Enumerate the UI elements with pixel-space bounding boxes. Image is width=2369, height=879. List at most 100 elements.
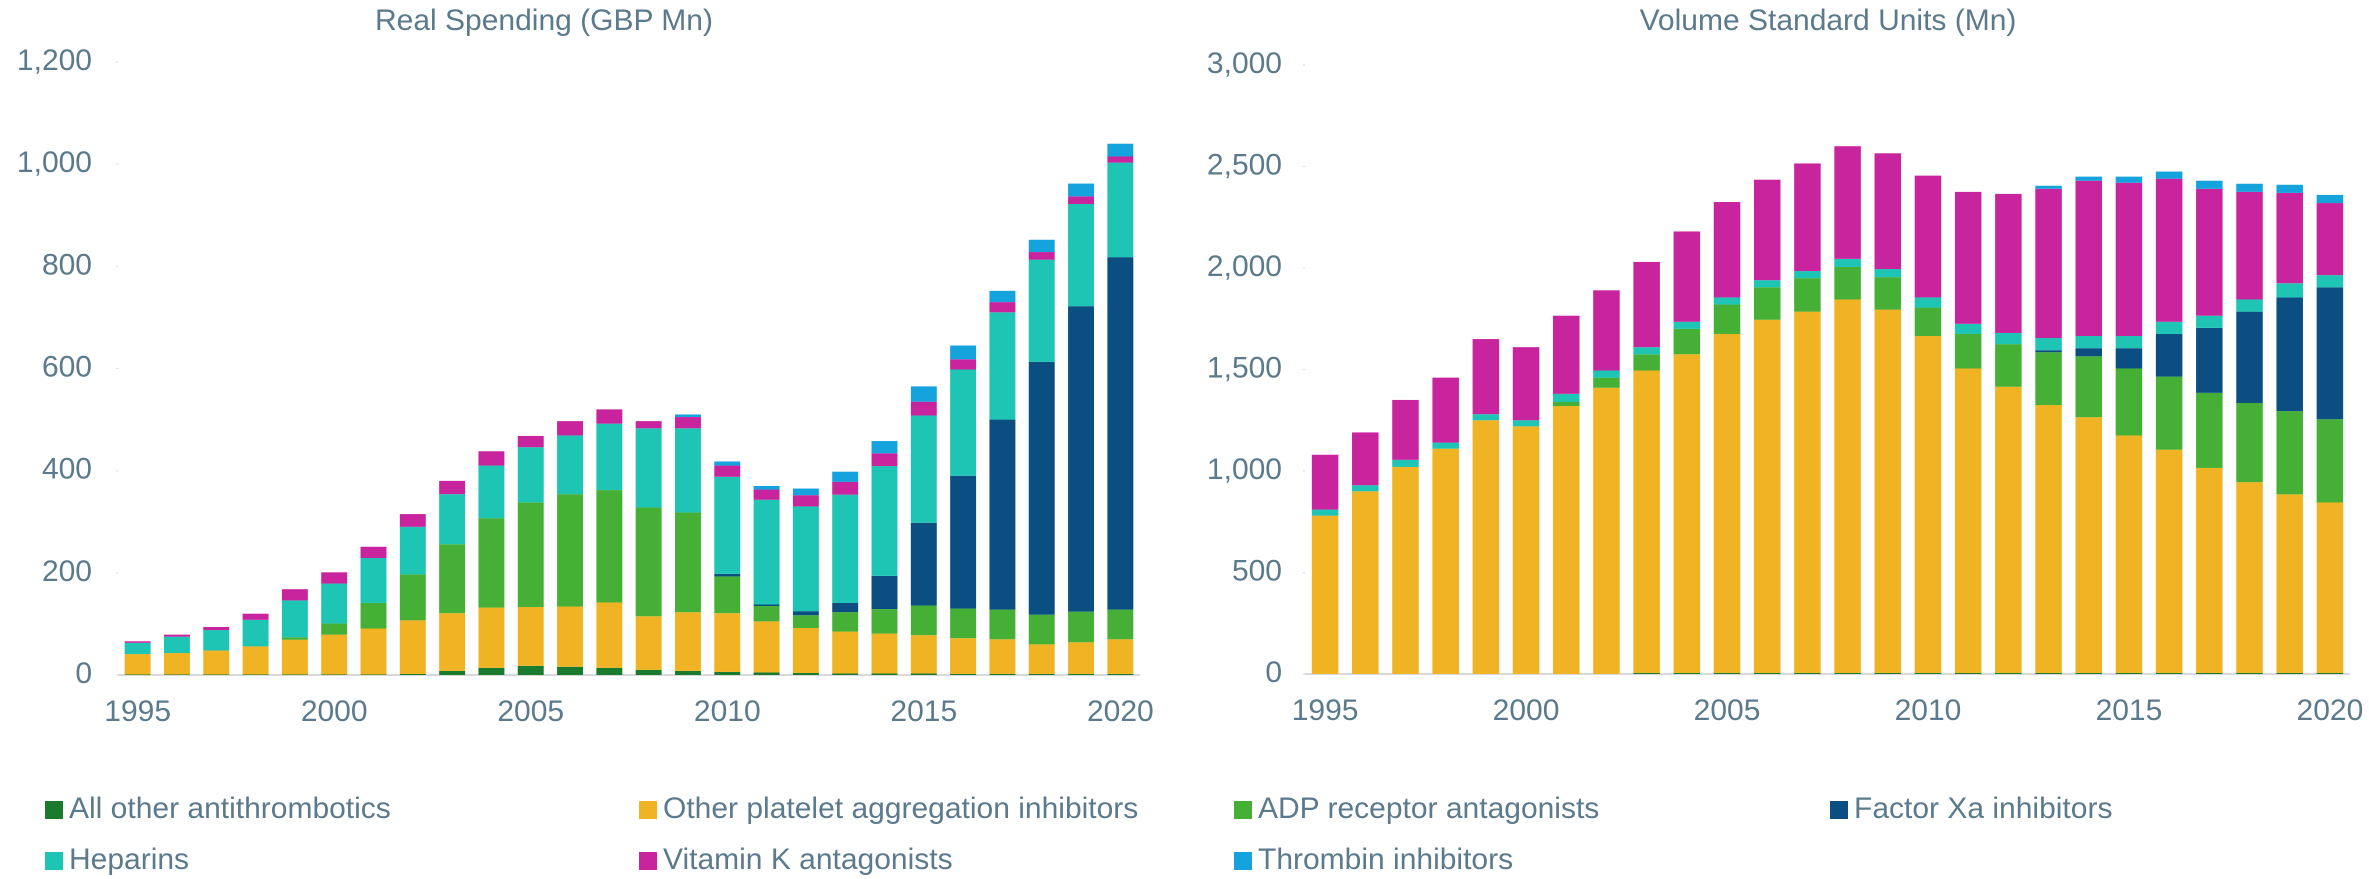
bar-segment xyxy=(1794,278,1821,312)
bar-segment xyxy=(2316,419,2344,503)
bar-segment xyxy=(1874,672,1902,674)
bar-segment xyxy=(1914,336,1942,673)
bar-segment xyxy=(1914,307,1942,337)
bar-segment xyxy=(2236,482,2263,673)
y-tick-label: 0 xyxy=(1265,656,1282,689)
y-tick-label: 1,500 xyxy=(1207,351,1282,384)
y-tick-label: 0 xyxy=(75,657,92,690)
bar-segment xyxy=(1633,261,1660,348)
bar-segment xyxy=(557,606,584,667)
bar-segment xyxy=(1472,339,1500,415)
bar-segment xyxy=(950,369,977,476)
bar-segment xyxy=(2316,275,2344,288)
bar-segment xyxy=(281,639,308,675)
y-tick-label: 2,500 xyxy=(1207,148,1282,181)
bar-segment xyxy=(714,465,741,477)
bar-segment xyxy=(674,670,701,675)
bar-segment xyxy=(1593,387,1620,674)
bar-segment xyxy=(989,419,1016,610)
bar-segment xyxy=(1068,642,1095,674)
bar-segment xyxy=(1753,319,1781,673)
bar-segment xyxy=(2155,171,2183,179)
bar-segment xyxy=(832,602,859,613)
bar-segment xyxy=(596,602,623,668)
legend-swatch xyxy=(639,852,657,870)
bar-segment xyxy=(871,673,898,675)
bar-segment xyxy=(910,635,937,674)
bar-segment xyxy=(1028,259,1055,362)
x-tick-label: 2020 xyxy=(1087,695,1154,728)
legend-label: ADP receptor antagonists xyxy=(1258,792,1599,825)
bar-segment xyxy=(124,642,151,655)
bar-segment xyxy=(1107,162,1134,258)
bar-segment xyxy=(1352,485,1379,492)
bar-segment xyxy=(1552,315,1580,394)
bar-segment xyxy=(1753,179,1781,281)
bar-segment xyxy=(321,572,348,584)
legend-swatch xyxy=(1234,801,1252,819)
bar-segment xyxy=(2155,321,2183,334)
y-tick-label: 1,000 xyxy=(17,146,92,179)
legend-swatch xyxy=(1830,801,1848,819)
bar-segment xyxy=(792,628,819,673)
bar-segment xyxy=(163,674,190,675)
bar-segment xyxy=(1753,287,1781,320)
bar-segment xyxy=(950,345,977,360)
y-tick-label: 400 xyxy=(42,453,92,486)
bar-segment xyxy=(1633,370,1660,673)
bar-segment xyxy=(2075,348,2103,357)
bar-segment xyxy=(2035,185,2062,189)
bar-segment xyxy=(910,522,937,606)
bar-segment xyxy=(596,423,623,491)
y-tick-label: 500 xyxy=(1232,554,1282,587)
bar-segment xyxy=(871,441,898,454)
bar-segment xyxy=(1713,304,1741,334)
y-tick-label: 1,000 xyxy=(1207,453,1282,486)
bar-segment xyxy=(2155,333,2183,377)
bar-segment xyxy=(1552,393,1580,402)
bar-segment xyxy=(989,312,1016,420)
bar-segment xyxy=(1633,347,1660,355)
bar-segment xyxy=(281,600,308,638)
bar-segment xyxy=(557,421,584,436)
bar-segment xyxy=(1392,399,1419,460)
bar-segment xyxy=(2316,203,2344,276)
bar-segment xyxy=(478,518,505,608)
bar-segment xyxy=(203,630,230,651)
x-tick-label: 2005 xyxy=(497,695,564,728)
legend-swatch xyxy=(1234,852,1252,870)
bar-segment xyxy=(2115,435,2143,673)
bar-segment xyxy=(792,611,819,616)
bar-segment xyxy=(910,673,937,675)
x-tick-label: 2005 xyxy=(1694,694,1761,727)
bar-segment xyxy=(1995,386,2022,673)
bar-segment xyxy=(1107,609,1134,640)
bar-segment xyxy=(2035,672,2062,674)
bar-segment xyxy=(1713,672,1741,674)
bar-segment xyxy=(360,546,387,559)
bar-segment xyxy=(517,435,544,448)
bar-segment xyxy=(399,526,426,575)
y-tick-label: 3,000 xyxy=(1207,47,1282,80)
bar-segment xyxy=(1834,146,1861,259)
bar-segment xyxy=(1954,191,1982,324)
bar-segment xyxy=(871,466,898,576)
bar-segment xyxy=(714,613,741,672)
bar-segment xyxy=(1713,333,1741,673)
bar-segment xyxy=(950,608,977,639)
bar-segment xyxy=(1995,332,2022,345)
bar-segment xyxy=(1794,163,1821,272)
bar-segment xyxy=(1834,299,1861,673)
bar-segment xyxy=(1028,614,1055,645)
bar-segment xyxy=(2316,502,2344,673)
bar-segment xyxy=(1673,672,1701,674)
bar-segment xyxy=(1392,466,1419,674)
bar-segment xyxy=(871,575,898,610)
bar-segment xyxy=(2196,672,2223,674)
bar-segment xyxy=(1107,673,1134,675)
bar-segment xyxy=(989,609,1016,640)
bar-segment xyxy=(321,583,348,624)
bar-segment xyxy=(1552,406,1580,674)
legend-label: Thrombin inhibitors xyxy=(1258,843,1513,876)
